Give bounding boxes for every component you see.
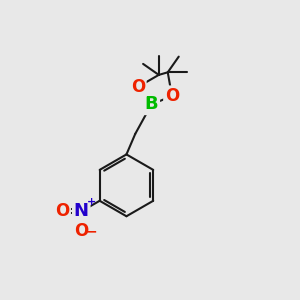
Text: O: O: [55, 202, 69, 220]
Text: O: O: [165, 87, 179, 105]
Text: O: O: [74, 221, 88, 239]
Text: +: +: [87, 197, 96, 207]
Text: B: B: [145, 95, 158, 113]
Text: N: N: [74, 202, 89, 220]
Text: −: −: [86, 225, 98, 239]
Text: O: O: [131, 78, 145, 96]
